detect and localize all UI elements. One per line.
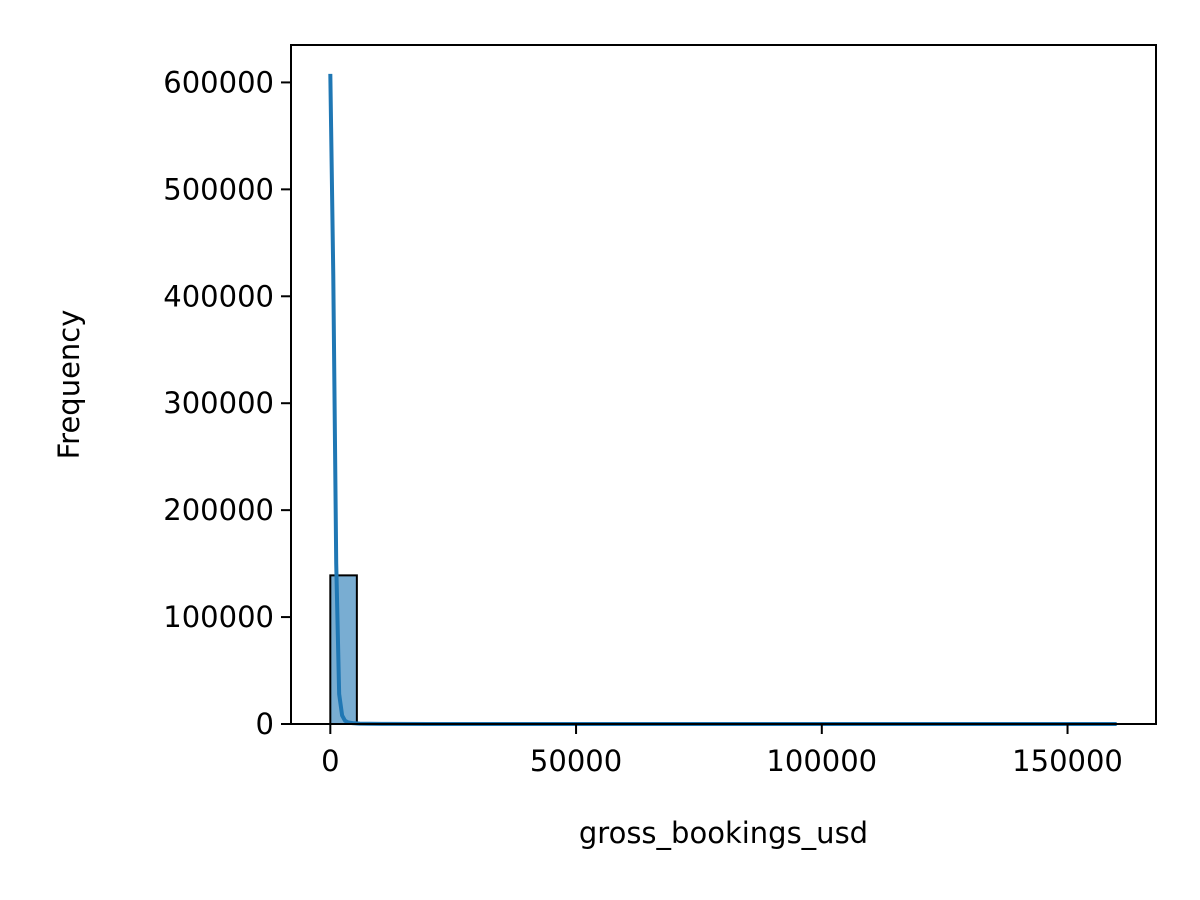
y-tick-label: 300000 [163, 386, 274, 420]
y-axis-label: Frequency [52, 310, 86, 460]
y-tick-label: 0 [256, 707, 274, 741]
y-tick-label: 100000 [163, 600, 274, 634]
x-tick-label: 150000 [1012, 744, 1123, 778]
histogram-bar [329, 574, 358, 726]
x-axis-label: gross_bookings_usd [579, 816, 868, 850]
histogram-bars [329, 574, 1128, 726]
y-tick-label: 600000 [163, 65, 274, 99]
x-tick-label: 0 [321, 744, 339, 778]
x-tick-label: 100000 [766, 744, 877, 778]
x-axis-ticks: 0 50000 100000 150000 [321, 724, 1123, 778]
x-tick-label: 50000 [530, 744, 622, 778]
y-tick-label: 200000 [163, 493, 274, 527]
plot-area-frame [290, 44, 1157, 725]
kde-curve [328, 73, 1117, 726]
y-tick-label: 400000 [163, 279, 274, 313]
y-tick-label: 500000 [163, 172, 274, 206]
y-axis-ticks: 0 100000 200000 300000 400000 500000 600000 [163, 65, 291, 741]
